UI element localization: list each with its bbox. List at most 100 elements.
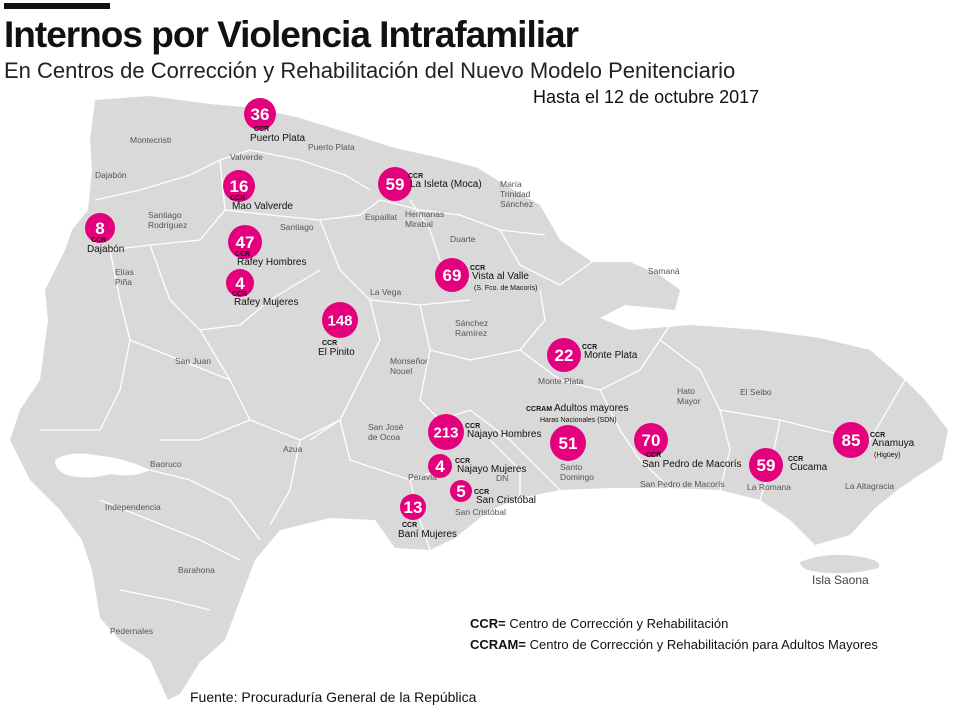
center-el-pinito-circle <box>322 302 358 338</box>
center-san-cristobal-name: San Cristóbal <box>476 495 536 506</box>
center-mao-valverde-prefix: CCR <box>230 195 245 202</box>
legend-ccram-text: Centro de Corrección y Rehabilitación pa… <box>529 637 878 652</box>
center-san-cristobal-prefix: CCR <box>474 489 489 496</box>
region-label-dn: DN <box>496 473 508 483</box>
isla-saona-shape <box>800 554 880 574</box>
center-adultos-mayores-value: 51 <box>559 434 578 453</box>
region-label-san-juan: San Juan <box>175 356 211 366</box>
center-rafey-mujeres-value: 4 <box>235 274 245 293</box>
center-vista-al-valle-prefix: CCR <box>470 265 485 272</box>
isla-saona-label: Isla Saona <box>812 573 869 587</box>
region-label-san-jose-de-ocoa: San José de Ocoa <box>368 422 404 442</box>
center-dajabon-name: Dajabón <box>87 244 124 255</box>
region-label-la-altagracia: La Altagracia <box>845 481 894 491</box>
center-najayo-mujeres-circle <box>428 454 452 478</box>
center-puerto-plata-circle <box>244 98 276 130</box>
map-subtitle: En Centros de Corrección y Rehabilitació… <box>4 58 736 83</box>
region-label-puerto-plata: Puerto Plata <box>308 142 355 152</box>
center-vista-al-valle-name: Vista al Valle <box>472 271 529 282</box>
center-dajabon-circle <box>85 213 115 243</box>
center-najayo-hombres-name: Najayo Hombres <box>467 429 541 440</box>
legend-ccr: CCR= Centro de Corrección y Rehabilitaci… <box>470 616 728 631</box>
center-cucama-circle <box>749 448 783 482</box>
region-label-baoruco: Baoruco <box>150 459 182 469</box>
center-monte-plata-prefix: CCR <box>582 344 597 351</box>
province-borders <box>40 149 906 611</box>
center-vista-al-valle-circle <box>435 258 469 292</box>
region-label-azua: Azua <box>283 444 303 454</box>
center-rafey-hombres-name: Rafey Hombres <box>237 257 306 268</box>
source-note: Fuente: Procuraduría General de la Repúb… <box>190 689 477 705</box>
center-puerto-plata-prefix: CCR <box>254 126 269 133</box>
center-rafey-mujeres-name: Rafey Mujeres <box>234 297 298 308</box>
region-label-dajabon: Dajabón <box>95 170 127 180</box>
region-label-san-pedro-de-macoris: San Pedro de Macorís <box>640 479 725 489</box>
center-dajabon-prefix: CCR <box>91 237 106 244</box>
region-label-monte-plata: Monte Plata <box>538 376 584 386</box>
center-bani-mujeres-prefix: CCR <box>402 522 417 529</box>
region-label-elias-pina: Elías Piña <box>115 267 134 287</box>
center-bani-mujeres-circle <box>400 494 426 520</box>
center-vista-al-valle-value: 69 <box>443 266 462 285</box>
center-cucama-prefix: CCR <box>788 456 803 463</box>
region-label-montecristi: Montecristi <box>130 135 171 145</box>
lake-enriquillo <box>55 453 150 478</box>
center-anamuya-prefix: CCR <box>870 432 885 439</box>
center-najayo-hombres-prefix: CCR <box>465 423 480 430</box>
header-rule <box>4 3 110 9</box>
center-puerto-plata-value: 36 <box>251 105 270 124</box>
center-cucama-name: Cucama <box>790 462 828 473</box>
center-san-cristobal-circle <box>450 480 472 502</box>
region-label-santiago-rodriguez: Santiago Rodríguez <box>148 210 187 230</box>
region-label-santo-domingo: Santo Domingo <box>560 462 594 482</box>
map-title: Internos por Violencia Intrafamiliar <box>4 14 579 55</box>
region-label-peravia: Peravia <box>408 472 437 482</box>
center-puerto-plata-name: Puerto Plata <box>250 133 305 144</box>
center-monte-plata-name: Monte Plata <box>584 350 638 361</box>
region-label-pedernales: Pedernales <box>110 626 153 636</box>
region-label-barahona: Barahona <box>178 565 215 575</box>
center-la-isleta-moca-circle <box>378 167 412 201</box>
center-mao-valverde-name: Mao Valverde <box>232 201 293 212</box>
center-san-pedro-de-macoris-prefix: CCR <box>646 452 661 459</box>
center-san-cristobal-value: 5 <box>456 482 465 501</box>
center-adultos-mayores-prefix: CCRAM <box>526 406 552 413</box>
center-najayo-mujeres-value: 4 <box>435 457 445 476</box>
center-bani-mujeres-name: Baní Mujeres <box>398 529 457 540</box>
center-monte-plata-value: 22 <box>555 346 574 365</box>
region-label-el-seibo: El Seibo <box>740 387 772 397</box>
center-el-pinito-value: 148 <box>327 312 352 329</box>
center-el-pinito-prefix: CCR <box>322 340 337 347</box>
legend-ccr-text: Centro de Corrección y Rehabilitación <box>509 616 729 631</box>
center-mao-valverde-circle <box>223 170 255 202</box>
region-label-santiago: Santiago <box>280 222 314 232</box>
center-adultos-mayores-marker: 51 CCRAM Adultos mayores Haras Nacionales (… <box>526 403 628 461</box>
legend-ccram: CCRAM= Centro de Corrección y Rehabilita… <box>470 637 878 652</box>
center-anamuya-value: 85 <box>842 431 861 450</box>
center-najayo-mujeres-name: Najayo Mujeres <box>457 464 526 475</box>
center-la-isleta-moca-prefix: CCR <box>408 173 423 180</box>
center-mao-valverde-value: 16 <box>230 177 249 196</box>
region-label-la-romana: La Romana <box>747 482 791 492</box>
region-label-la-vega: La Vega <box>370 287 401 297</box>
center-rafey-hombres-circle <box>228 225 262 259</box>
region-label-independencia: Independencia <box>105 502 161 512</box>
region-label-espaillat: Espaillat <box>365 212 398 222</box>
region-label-sanchez-ramirez: Sánchez Ramírez <box>455 318 488 338</box>
region-label-hato-mayor: Hato Mayor <box>677 386 701 406</box>
center-dajabon-value: 8 <box>95 219 104 238</box>
